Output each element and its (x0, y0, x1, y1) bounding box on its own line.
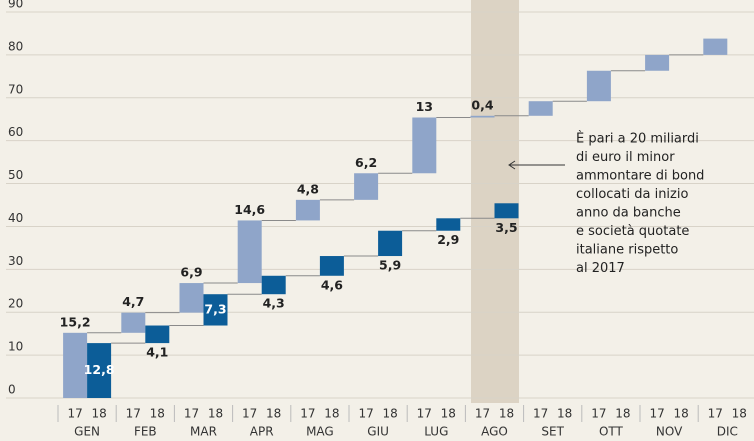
value-label: 15,2 (60, 314, 91, 329)
series-label: 18 (324, 407, 339, 421)
series-label: 18 (557, 407, 572, 421)
series-label: 18 (673, 407, 688, 421)
value-label: 4,8 (297, 181, 319, 196)
x-tick-label: OTT (599, 425, 624, 439)
y-tick-label: 10 (8, 340, 23, 354)
value-label: 13 (416, 99, 433, 114)
series-label: 18 (615, 407, 630, 421)
value-label: 0,4 (471, 97, 493, 112)
series-label: 17 (475, 407, 490, 421)
annotation: ammontare di bond (576, 169, 704, 184)
bar (87, 343, 112, 398)
y-tick-label: 60 (8, 125, 23, 139)
y-tick-label: 50 (8, 168, 23, 182)
x-tick-label: DIC (717, 425, 738, 439)
series-label: 18 (208, 407, 223, 421)
x-tick-label: AGO (481, 425, 508, 439)
series-label: 18 (150, 407, 165, 421)
y-tick-label: 30 (8, 254, 23, 268)
bar (121, 312, 146, 333)
value-label: 5,9 (379, 258, 401, 273)
series-label: 17 (126, 407, 141, 421)
annotation: italiane rispetto (576, 243, 678, 258)
series-label: 18 (499, 407, 514, 421)
value-label: 12,8 (84, 362, 115, 377)
bar (412, 117, 437, 174)
x-tick-label: SET (541, 425, 564, 439)
arrow-head (508, 160, 516, 170)
bar (436, 218, 461, 231)
highlight-band (471, 0, 519, 403)
bar (645, 54, 670, 71)
y-tick-label: 90 (8, 0, 23, 11)
bar (261, 275, 286, 295)
series-label: 17 (533, 407, 548, 421)
bar (528, 101, 553, 116)
value-label: 6,2 (355, 155, 377, 170)
value-label: 14,6 (234, 202, 265, 217)
series-label: 18 (91, 407, 106, 421)
bar (494, 203, 519, 219)
y-tick-label: 0 (8, 383, 16, 397)
series-label: 17 (67, 407, 82, 421)
bar (319, 256, 344, 276)
grid: 0 10 20 30 40 50 60 70 80 90 (6, 0, 754, 399)
series-label: 17 (242, 407, 257, 421)
bar (378, 230, 403, 257)
value-label: 7,3 (204, 301, 226, 316)
series-label: 17 (184, 407, 199, 421)
series-label: 17 (649, 407, 664, 421)
x-tick-label: MAR (190, 425, 217, 439)
series-label: 17 (417, 407, 432, 421)
series-label: 18 (441, 407, 456, 421)
annotation: e società quotate (576, 224, 689, 239)
x-tick-label: GEN (74, 425, 100, 439)
bar (179, 283, 204, 313)
series-label: 18 (266, 407, 281, 421)
x-tick-label: APR (250, 425, 274, 439)
bar (470, 115, 495, 118)
x-tick-label: NOV (656, 425, 683, 439)
series-label: 17 (358, 407, 373, 421)
series-label: 17 (708, 407, 723, 421)
y-tick-label: 70 (8, 82, 23, 96)
value-label: 4,6 (321, 277, 343, 292)
x-tick-label: MAG (306, 425, 334, 439)
y-tick-label: 40 (8, 211, 23, 225)
annotation: anno da banche (576, 206, 681, 221)
series-label: 18 (382, 407, 397, 421)
bar (703, 38, 728, 55)
bar (63, 332, 88, 398)
x-tick-label: FEB (134, 425, 157, 439)
series-label: 17 (591, 407, 606, 421)
bar (586, 70, 611, 102)
bar (145, 325, 170, 344)
value-label: 4,7 (122, 294, 144, 309)
bar (203, 294, 228, 326)
series-label: 17 (300, 407, 315, 421)
bar (237, 220, 262, 284)
y-tick-label: 80 (8, 39, 23, 53)
x-tick-label: GIU (367, 425, 389, 439)
bar (354, 173, 379, 200)
value-label: 4,3 (263, 296, 285, 311)
annotation: al 2017 (576, 261, 625, 276)
value-label: 6,9 (180, 265, 202, 280)
value-label: 3,5 (495, 220, 517, 235)
value-label: 2,9 (437, 232, 459, 247)
annotation: di euro il minor (576, 150, 675, 165)
series-label: 18 (732, 407, 747, 421)
bar (295, 199, 320, 221)
y-tick-label: 20 (8, 297, 23, 311)
value-label: 4,1 (146, 345, 168, 360)
annotation: collocati da inizio (576, 187, 688, 202)
x-tick-label: LUG (424, 425, 448, 439)
annotation: È pari a 20 miliardi (576, 131, 699, 147)
